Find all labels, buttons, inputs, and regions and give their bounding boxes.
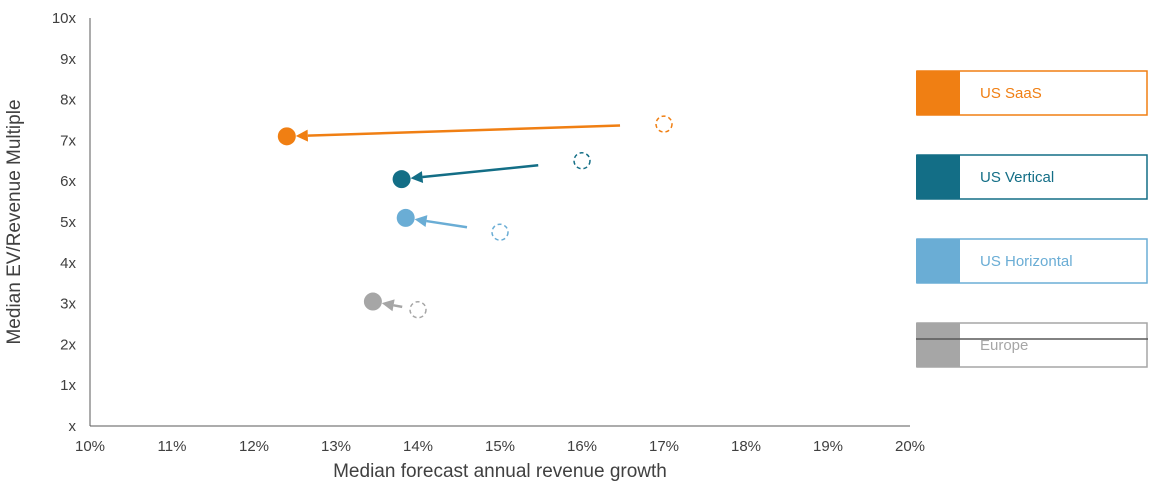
y-tick-label: 5x bbox=[60, 214, 76, 231]
legend-label-us-vertical: US Vertical bbox=[980, 169, 1054, 186]
y-tick-label: 9x bbox=[60, 51, 76, 68]
y-tick-label: x bbox=[69, 418, 77, 435]
previous-point-europe bbox=[409, 300, 427, 319]
current-point-us-horizontal bbox=[396, 208, 415, 227]
arrow-head-us-horizontal bbox=[414, 215, 428, 227]
arrow-line-us-vertical bbox=[422, 164, 539, 179]
current-point-europe bbox=[363, 292, 382, 311]
x-tick-label: 12% bbox=[239, 438, 269, 455]
x-tick-label: 10% bbox=[75, 438, 105, 455]
chart-marks bbox=[277, 115, 673, 319]
arrow-line-europe bbox=[393, 304, 403, 309]
previous-point-us-vertical bbox=[573, 152, 591, 170]
x-tick-label: 16% bbox=[567, 438, 597, 455]
arrow-line-us-saas bbox=[307, 124, 621, 137]
x-tick-label: 15% bbox=[485, 438, 515, 455]
y-tick-label: 4x bbox=[60, 255, 76, 272]
y-tick-label: 6x bbox=[60, 173, 76, 190]
y-axis-title: Median EV/Revenue Multiple bbox=[4, 99, 25, 344]
y-tick-label: 1x bbox=[60, 377, 76, 394]
y-tick-label: 8x bbox=[60, 92, 76, 109]
legend-swatch-us-vertical bbox=[916, 155, 960, 199]
previous-point-us-horizontal bbox=[491, 223, 509, 241]
axes bbox=[89, 18, 910, 427]
y-tick-label: 7x bbox=[60, 132, 76, 149]
legend: US SaaS US Vertical US Horizontal Europe bbox=[916, 70, 1148, 368]
arrow-head-europe bbox=[381, 299, 395, 312]
x-tick-label: 14% bbox=[403, 438, 433, 455]
legend-label-us-saas: US SaaS bbox=[980, 85, 1042, 102]
arrow-line-us-horizontal bbox=[426, 219, 468, 229]
arrow-head-us-vertical bbox=[410, 171, 424, 184]
x-tick-label: 11% bbox=[158, 438, 187, 455]
legend-label-us-horizontal: US Horizontal bbox=[980, 253, 1073, 270]
y-tick-label: 3x bbox=[60, 296, 76, 313]
legend-swatch-us-horizontal bbox=[916, 239, 960, 283]
x-tick-label: 18% bbox=[731, 438, 761, 455]
x-tick-label: 19% bbox=[813, 438, 843, 455]
x-tick-label: 20% bbox=[895, 438, 925, 455]
legend-swatch-europe bbox=[916, 323, 960, 367]
x-tick-label: 17% bbox=[649, 438, 679, 455]
current-point-us-saas bbox=[277, 127, 296, 146]
x-axis-title: Median forecast annual revenue growth bbox=[333, 461, 667, 482]
y-tick-label: 10x bbox=[52, 10, 77, 27]
x-tick-label: 13% bbox=[321, 438, 351, 455]
legend-swatch-us-saas bbox=[916, 71, 960, 115]
current-point-us-vertical bbox=[392, 170, 411, 189]
legend-label-europe: Europe bbox=[980, 337, 1028, 354]
x-tick-labels: 10% 11% 12% 13% 14% 15% 16% 17% 18% 19% 20% bbox=[75, 438, 925, 455]
y-tick-labels: x 1x 2x 3x 4x 5x 6x 7x 8x 9x 10x bbox=[52, 10, 77, 435]
arrow-head-us-saas bbox=[295, 129, 308, 142]
y-tick-label: 2x bbox=[60, 336, 76, 353]
previous-point-us-saas bbox=[655, 115, 673, 133]
